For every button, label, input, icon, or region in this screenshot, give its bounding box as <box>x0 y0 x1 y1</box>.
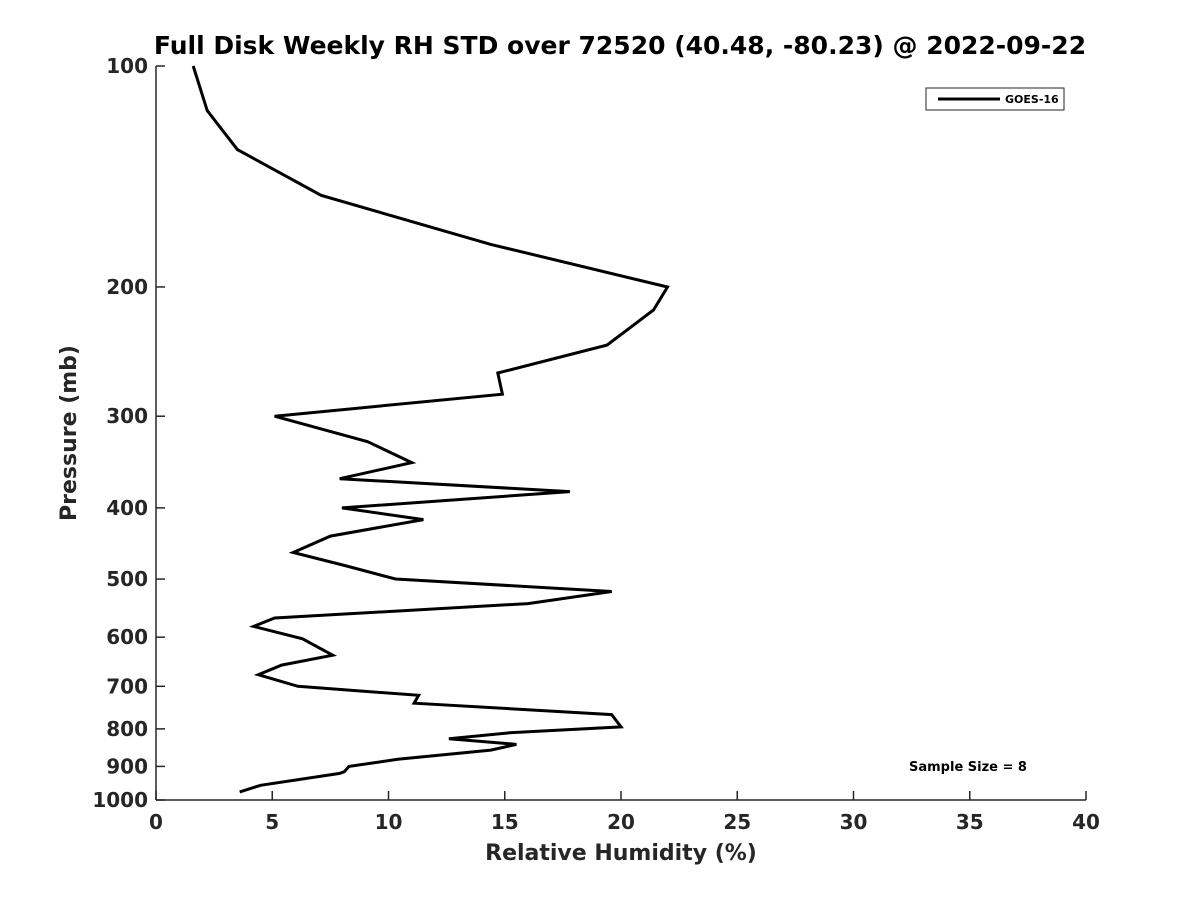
y-tick-label: 500 <box>106 567 148 591</box>
x-tick-label: 5 <box>265 810 279 834</box>
y-tick-label: 600 <box>106 625 148 649</box>
x-tick-label: 35 <box>956 810 984 834</box>
x-tick-label: 10 <box>375 810 403 834</box>
axes <box>155 66 1086 801</box>
y-tick-label: 700 <box>106 674 148 698</box>
x-tick-label: 0 <box>149 810 163 834</box>
y-tick-label: 900 <box>106 754 148 778</box>
x-axis-label: Relative Humidity (%) <box>485 841 757 866</box>
y-axis-label: Pressure (mb) <box>57 345 82 521</box>
y-tick-label: 1000 <box>92 788 148 812</box>
y-tick-label: 400 <box>106 496 148 520</box>
legend: GOES-16 <box>925 87 1065 111</box>
y-tick-label: 300 <box>106 404 148 428</box>
series-line-goes-16 <box>191 65 670 794</box>
series-layer <box>191 65 670 794</box>
y-tick-label: 200 <box>106 275 148 299</box>
legend-entry-goes-16: GOES-16 <box>1005 93 1059 106</box>
x-tick-label: 30 <box>840 810 868 834</box>
y-ticks: 100 200 300 400 500 600 700 800 900 1000 <box>92 54 165 812</box>
x-tick-label: 40 <box>1072 810 1100 834</box>
y-tick-label: 100 <box>106 54 148 78</box>
x-tick-label: 20 <box>607 810 635 834</box>
sample-size-annotation: Sample Size = 8 <box>909 760 1027 775</box>
x-tick-label: 15 <box>491 810 519 834</box>
y-tick-label: 800 <box>106 717 148 741</box>
x-tick-label: 25 <box>723 810 751 834</box>
x-ticks: 0 5 10 15 20 25 30 35 40 <box>149 791 1100 834</box>
chart-title: Full Disk Weekly RH STD over 72520 (40.4… <box>154 31 1086 60</box>
